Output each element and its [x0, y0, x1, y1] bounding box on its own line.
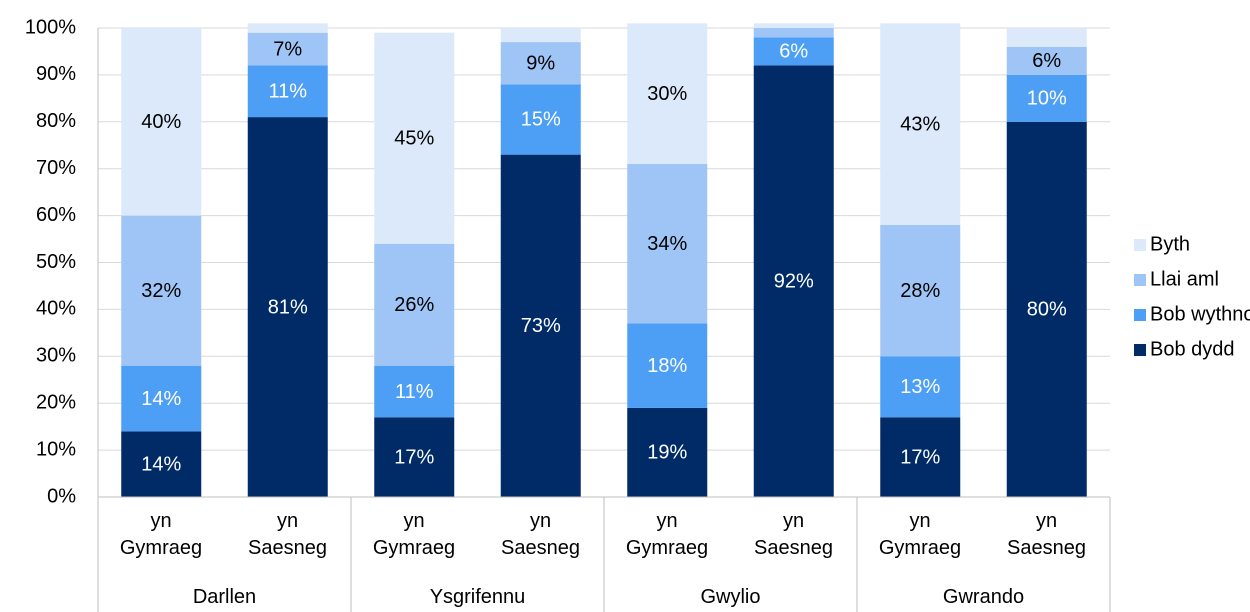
bar-segment: [374, 365, 455, 418]
data-label: 43%: [900, 113, 940, 135]
data-label: 6%: [779, 41, 808, 63]
x-tick-label: yn Saesneg: [754, 510, 833, 559]
bar-segment: [500, 84, 581, 155]
bar-segment: [500, 28, 581, 43]
bar-segment: [247, 23, 328, 33]
data-label: 15%: [521, 109, 561, 131]
x-tick-label: yn Gymraeg: [625, 510, 709, 559]
data-label: 14%: [141, 388, 181, 410]
x-tick-label: yn Saesneg: [501, 510, 580, 559]
data-label: 73%: [521, 315, 561, 337]
data-label: 26%: [394, 294, 434, 316]
x-tick-label: yn Saesneg: [1007, 510, 1086, 559]
data-label: 11%: [268, 81, 307, 103]
bar-segment: [1006, 28, 1087, 47]
group-label: Gwrando: [942, 586, 1025, 608]
y-tick-label: 80%: [36, 110, 76, 132]
data-label: 45%: [394, 127, 434, 149]
y-tick-label: 50%: [36, 251, 76, 273]
data-label: 28%: [900, 280, 940, 302]
x-tick-label: yn Saesneg: [248, 510, 327, 559]
legend-label: Bob dydd: [1150, 338, 1235, 360]
data-label: 32%: [141, 280, 181, 302]
bar-segment: [500, 154, 581, 497]
bar-segment: [374, 32, 455, 244]
bar-segment: [121, 431, 202, 497]
legend-swatch: [1134, 344, 1146, 356]
legend-label: Llai aml: [1150, 268, 1219, 290]
bar-segment: [627, 407, 708, 497]
group-label: Gwylio: [700, 586, 761, 608]
data-label: 92%: [774, 271, 814, 293]
data-label: 7%: [273, 38, 302, 60]
y-tick-label: 100%: [25, 16, 76, 38]
bar-segment: [627, 23, 708, 165]
data-label: 6%: [1032, 50, 1061, 72]
data-label: 40%: [141, 111, 181, 133]
group-label: Ysgrifennu: [429, 586, 526, 608]
bar-segment: [247, 117, 328, 498]
data-label: 9%: [526, 52, 555, 74]
bar-segment: [121, 215, 202, 366]
data-label: 17%: [900, 446, 940, 468]
bar-segment: [880, 23, 961, 225]
bar-segment: [753, 37, 834, 66]
bar-segment: [880, 224, 961, 357]
data-label: 34%: [647, 233, 687, 255]
legend-swatch: [1134, 239, 1146, 251]
legend-swatch: [1134, 274, 1146, 286]
y-tick-label: 90%: [36, 63, 76, 85]
data-label: 11%: [395, 381, 434, 403]
y-tick-label: 60%: [36, 204, 76, 226]
x-tick-label: yn Gymraeg: [878, 510, 962, 559]
bar-segment: [627, 164, 708, 324]
legend-label: Byth: [1150, 233, 1190, 255]
x-tick-label: yn Gymraeg: [119, 510, 203, 559]
bar-segment: [880, 356, 961, 418]
bar-segment: [1006, 46, 1087, 75]
data-label: 17%: [394, 446, 434, 468]
data-label: 80%: [1027, 299, 1067, 321]
bar-segment: [247, 65, 328, 118]
y-tick-label: 0%: [47, 485, 76, 507]
bar-segment: [627, 323, 708, 408]
bar-segment: [374, 417, 455, 497]
y-tick-label: 30%: [36, 345, 76, 367]
data-label: 19%: [647, 442, 687, 464]
data-label: 81%: [268, 296, 308, 318]
bar-segment: [121, 365, 202, 432]
bar-segment: [753, 65, 834, 498]
bar-segment: [374, 243, 455, 366]
data-label: 18%: [647, 355, 687, 377]
data-label: 30%: [647, 83, 687, 105]
y-tick-label: 40%: [36, 298, 76, 320]
legend-label: Bob wythnos: [1150, 303, 1250, 325]
y-tick-label: 10%: [36, 438, 76, 460]
bar-segment: [500, 42, 581, 85]
bar-segment: [247, 32, 328, 66]
bar-segment: [1006, 121, 1087, 498]
group-label: Darllen: [192, 586, 257, 608]
bar-segment: [753, 28, 834, 38]
legend-swatch: [1134, 309, 1146, 321]
data-label: 10%: [1027, 88, 1067, 110]
bar-segment: [1006, 74, 1087, 122]
bar-segment: [753, 23, 834, 28]
data-label: 14%: [141, 453, 181, 475]
bar-segment: [880, 417, 961, 497]
data-label: 13%: [900, 376, 940, 398]
x-tick-label: yn Gymraeg: [372, 510, 456, 559]
y-tick-label: 70%: [36, 157, 76, 179]
bar-segment: [121, 28, 202, 216]
y-tick-label: 20%: [36, 391, 76, 413]
